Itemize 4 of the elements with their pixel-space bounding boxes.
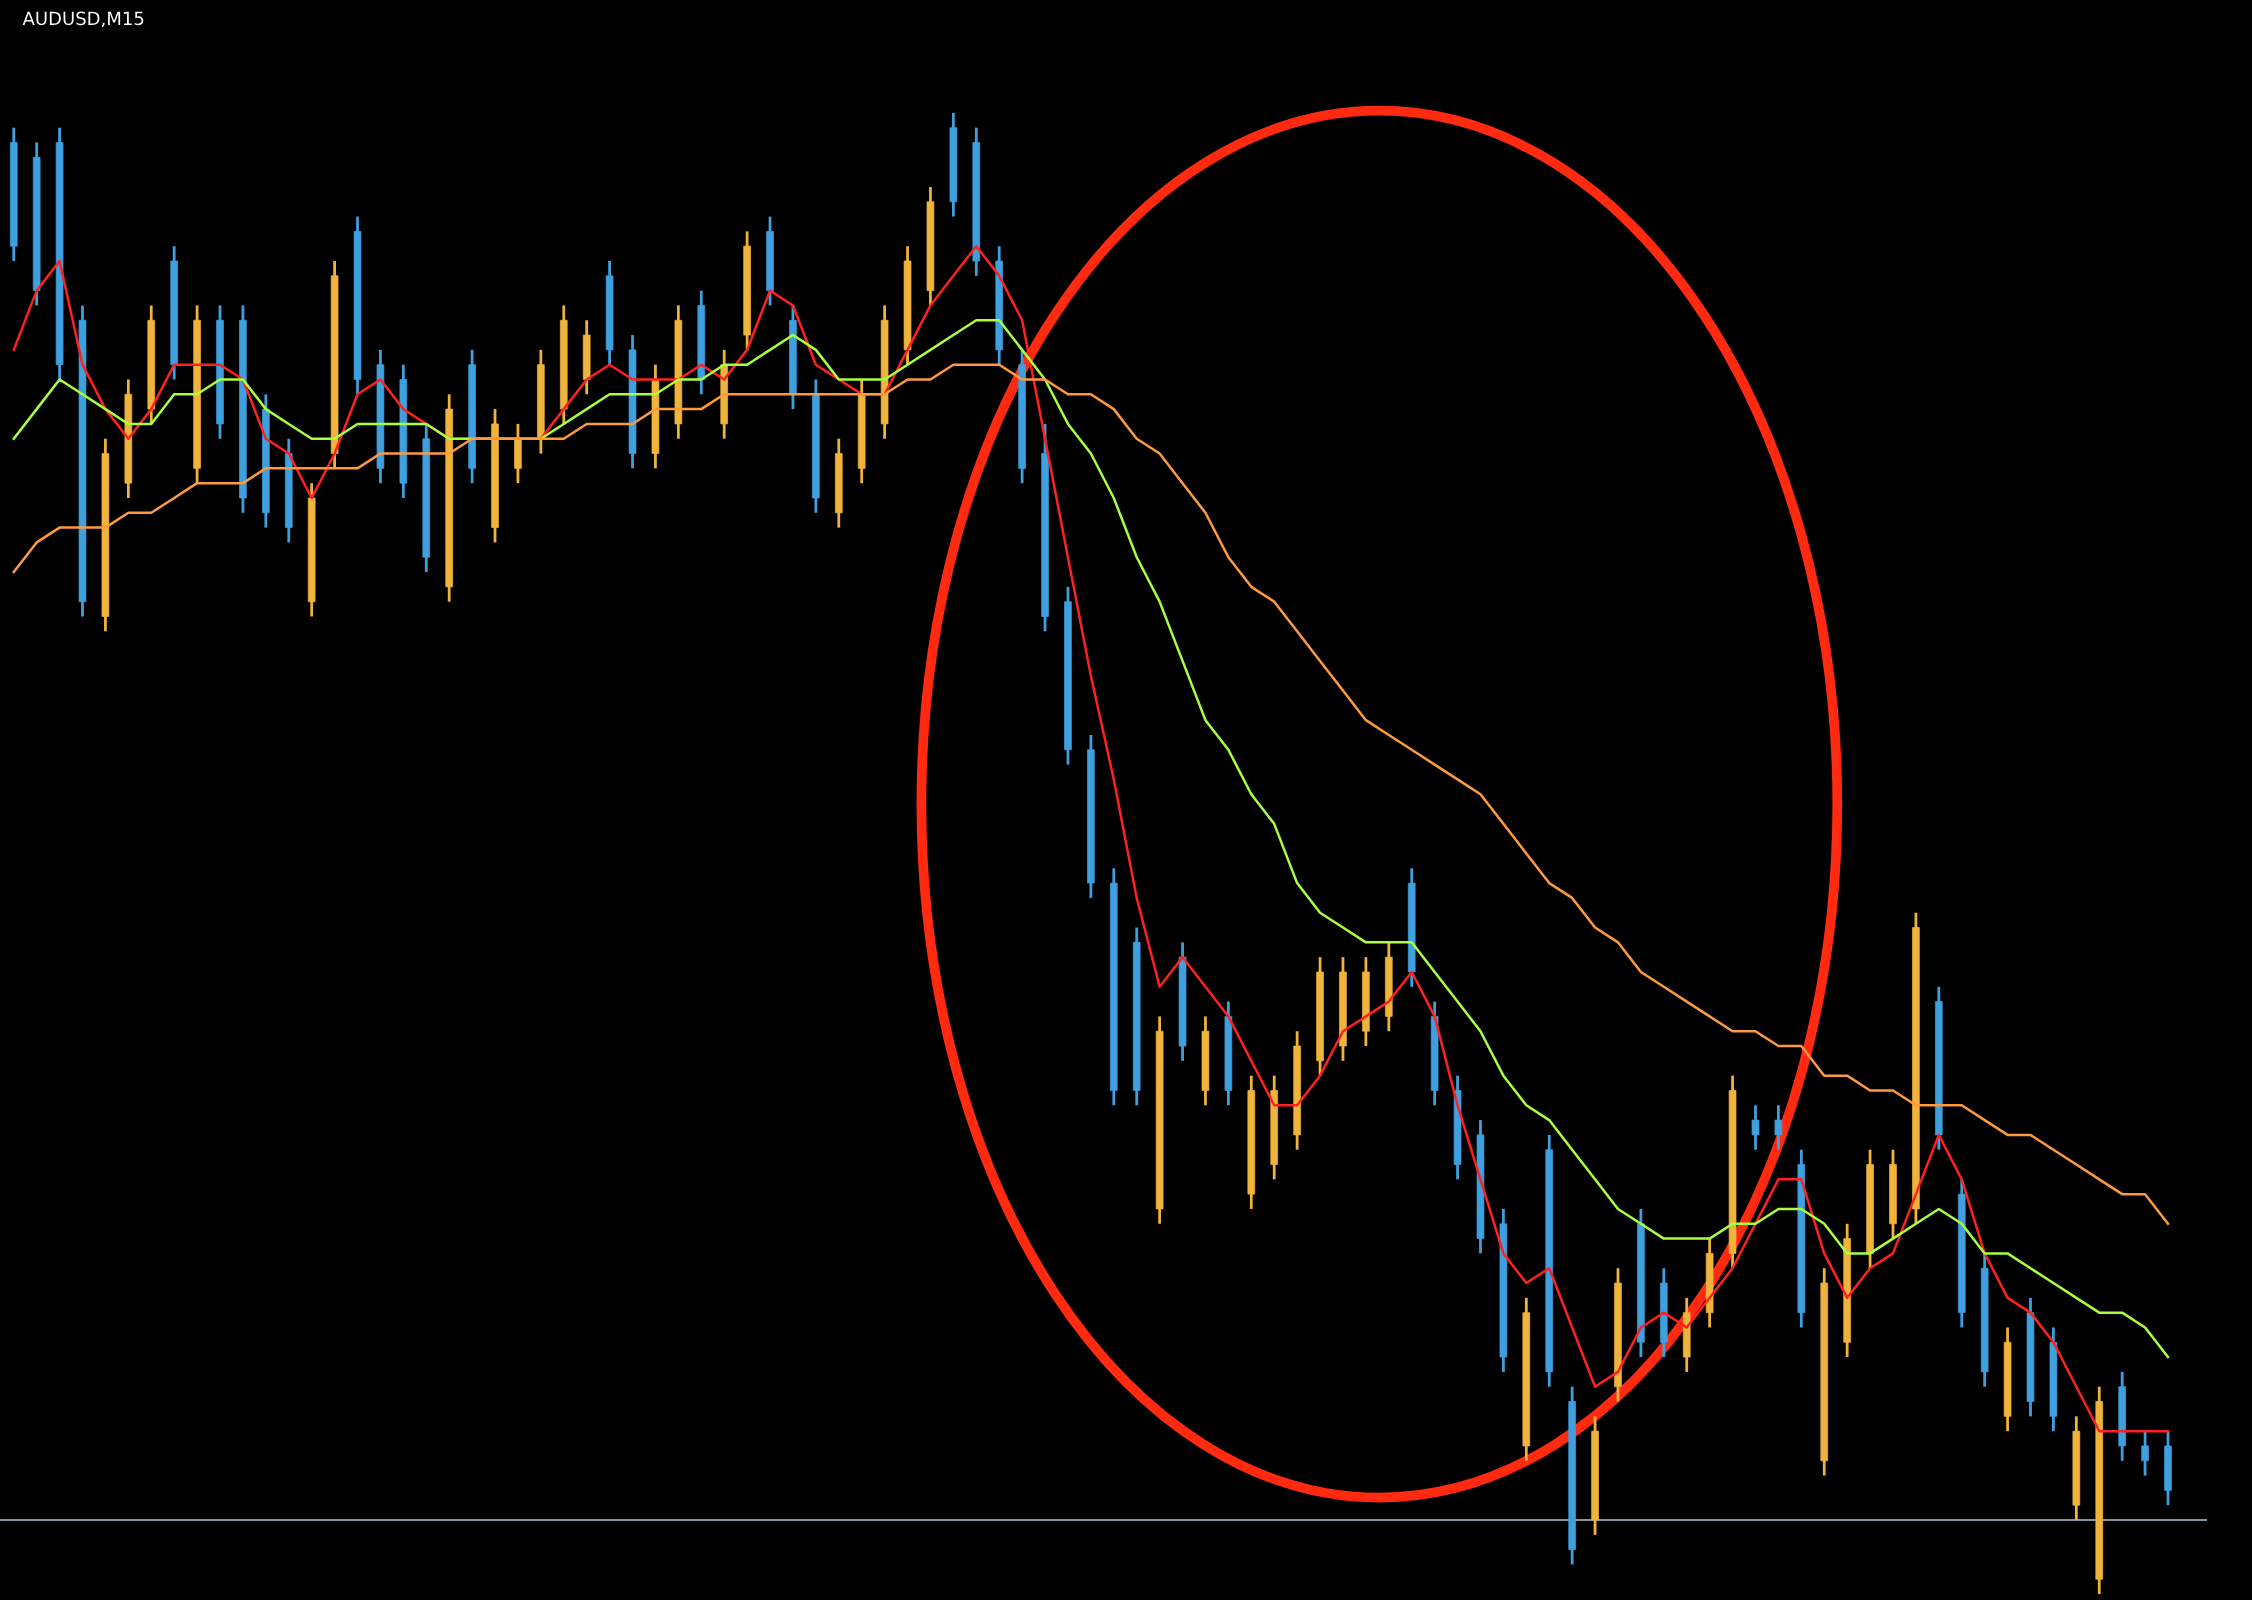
candlestick — [2141, 1429, 2149, 1477]
candlestick — [1751, 1103, 1760, 1152]
candlestick — [1774, 1103, 1783, 1152]
chart-title: AUDUSD,M15 — [22, 11, 144, 28]
